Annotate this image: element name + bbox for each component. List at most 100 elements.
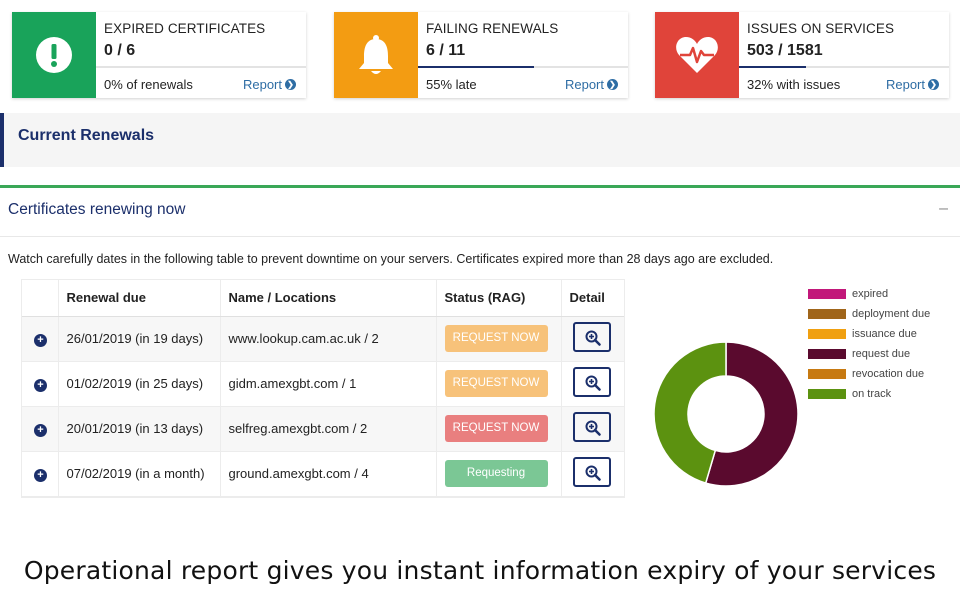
bell-icon [359, 35, 393, 74]
status-cell: REQUEST NOW [435, 361, 561, 407]
header-renewal-due[interactable]: Renewal due [57, 280, 220, 317]
table-row: + 26/01/2019 (in 19 days) www.lookup.cam… [22, 316, 624, 362]
card-value: 6 / 11 [426, 42, 466, 59]
expand-cell: + [22, 316, 58, 362]
detail-cell [560, 361, 624, 407]
chart-legend: expired deployment due issuance due requ… [808, 284, 930, 404]
card-subtitle: 0% of renewals [104, 77, 193, 92]
legend-item[interactable]: on track [808, 384, 930, 404]
renewal-due-cell: 01/02/2019 (in 25 days) [57, 361, 220, 407]
progress-fill [739, 66, 807, 68]
legend-label: deployment due [852, 308, 931, 320]
card-subtitle: 55% late [426, 77, 477, 92]
arrow-right-circle-icon: ❯ [285, 79, 296, 90]
legend-label: expired [852, 288, 889, 300]
report-link[interactable]: Report ❯ [886, 77, 939, 92]
panel-header: Certificates renewing now – [0, 188, 960, 237]
card-title: ISSUES ON SERVICES [747, 21, 895, 36]
report-link[interactable]: Report ❯ [565, 77, 618, 92]
plus-circle-icon[interactable]: + [34, 468, 47, 482]
section-title: Current Renewals [18, 127, 155, 144]
table-row: + 07/02/2019 (in a month) ground.amexgbt… [22, 451, 624, 497]
detail-cell [560, 406, 624, 452]
renewal-due-cell: 07/02/2019 (in a month) [57, 451, 220, 497]
zoom-in-icon [585, 420, 601, 436]
request-now-button[interactable]: REQUEST NOW [444, 370, 548, 397]
report-link-label: Report [564, 77, 604, 92]
legend-label: on track [852, 388, 892, 400]
renewals-table: Renewal due Name / Locations Status (RAG… [22, 280, 624, 497]
legend-swatch [808, 349, 846, 359]
collapse-button[interactable]: – [939, 200, 948, 217]
report-link[interactable]: Report ❯ [243, 77, 296, 92]
status-cell: REQUEST NOW [435, 316, 561, 362]
requesting-status-button[interactable]: Requesting [444, 460, 548, 487]
header-expand [22, 280, 58, 317]
legend-swatch [808, 389, 846, 399]
donut-slices [653, 341, 799, 487]
panel-description: Watch carefully dates in the following t… [8, 252, 774, 266]
table-header-row: Renewal due Name / Locations Status (RAG… [22, 280, 624, 317]
detail-button[interactable] [572, 367, 611, 397]
plus-circle-icon[interactable]: + [34, 333, 47, 347]
request-now-button[interactable]: REQUEST NOW [444, 415, 548, 442]
card-value: 0 / 6 [104, 42, 136, 59]
card-title: EXPIRED CERTIFICATES [104, 21, 266, 36]
legend-swatch [808, 369, 846, 379]
arrow-right-circle-icon: ❯ [928, 79, 939, 90]
plus-circle-icon[interactable]: + [34, 378, 47, 392]
legend-item[interactable]: request due [808, 344, 930, 364]
progress-fill [418, 66, 534, 68]
header-name[interactable]: Name / Locations [219, 280, 436, 317]
legend-item[interactable]: expired [808, 284, 930, 304]
card-icon-tile [12, 12, 96, 98]
legend-label: issuance due [852, 328, 917, 340]
panel-title: Certificates renewing now [8, 201, 186, 218]
legend-label: revocation due [852, 368, 925, 380]
name-cell: gidm.amexgbt.com / 1 [219, 361, 436, 407]
caption: Operational report gives you instant inf… [23, 556, 937, 585]
renewal-due-cell: 20/01/2019 (in 13 days) [57, 406, 220, 452]
status-donut-chart [653, 341, 799, 487]
card-failing-renewals: FAILING RENEWALS 6 / 11 55% late Report ❯ [334, 12, 628, 98]
zoom-in-icon [585, 465, 601, 481]
legend-item[interactable]: issuance due [808, 324, 930, 344]
card-expired-certificates: EXPIRED CERTIFICATES 0 / 6 0% of renewal… [12, 12, 306, 98]
legend-swatch [808, 329, 846, 339]
progress-bar [418, 66, 628, 68]
legend-item[interactable]: deployment due [808, 304, 930, 324]
card-subtitle: 32% with issues [747, 77, 841, 92]
table-row: + 20/01/2019 (in 13 days) selfreg.amexgb… [22, 406, 624, 452]
legend-swatch [808, 289, 846, 299]
current-renewals-header: Current Renewals [0, 113, 960, 167]
detail-button[interactable] [572, 457, 611, 487]
arrow-right-circle-icon: ❯ [607, 79, 618, 90]
renewal-due-cell: 26/01/2019 (in 19 days) [57, 316, 220, 362]
certificates-panel: Certificates renewing now – Watch carefu… [0, 185, 960, 505]
card-issues-on-services: ISSUES ON SERVICES 503 / 1581 32% with i… [655, 12, 949, 98]
donut-slice-on-track[interactable] [653, 341, 727, 485]
header-detail: Detail [560, 280, 624, 317]
legend-label: request due [852, 348, 911, 360]
expand-cell: + [22, 361, 58, 407]
name-cell: ground.amexgbt.com / 4 [219, 451, 436, 497]
heartbeat-icon [676, 37, 718, 73]
detail-button[interactable] [572, 322, 611, 352]
expand-cell: + [22, 451, 58, 497]
exclamation-icon [36, 37, 72, 73]
detail-button[interactable] [572, 412, 611, 442]
header-status[interactable]: Status (RAG) [435, 280, 561, 317]
status-cell: Requesting [435, 451, 561, 497]
detail-cell [560, 451, 624, 497]
status-cell: REQUEST NOW [435, 406, 561, 452]
plus-circle-icon[interactable]: + [34, 423, 47, 437]
legend-swatch [808, 309, 846, 319]
request-now-button[interactable]: REQUEST NOW [444, 325, 548, 352]
card-value: 503 / 1581 [747, 42, 823, 59]
report-link-label: Report [885, 77, 925, 92]
legend-item[interactable]: revocation due [808, 364, 930, 384]
name-cell: selfreg.amexgbt.com / 2 [219, 406, 436, 452]
report-link-label: Report [242, 77, 282, 92]
table-row: + 01/02/2019 (in 25 days) gidm.amexgbt.c… [22, 361, 624, 407]
donut-slice-request-due[interactable] [704, 341, 799, 487]
